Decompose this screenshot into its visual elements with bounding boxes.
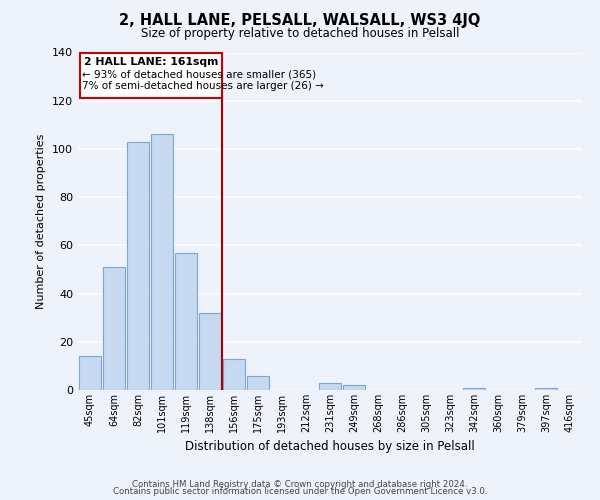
Text: Size of property relative to detached houses in Pelsall: Size of property relative to detached ho… [141, 28, 459, 40]
Bar [463, 388, 485, 390]
Bar [79, 356, 101, 390]
Bar [151, 134, 173, 390]
Bar [247, 376, 269, 390]
Text: 2, HALL LANE, PELSALL, WALSALL, WS3 4JQ: 2, HALL LANE, PELSALL, WALSALL, WS3 4JQ [119, 12, 481, 28]
Bar [319, 383, 341, 390]
Bar [535, 388, 557, 390]
Y-axis label: Number of detached properties: Number of detached properties [37, 134, 46, 309]
Text: Contains public sector information licensed under the Open Government Licence v3: Contains public sector information licen… [113, 487, 487, 496]
Text: ← 93% of detached houses are smaller (365): ← 93% of detached houses are smaller (36… [82, 70, 316, 80]
Bar [127, 142, 149, 390]
Bar [343, 385, 365, 390]
Bar [223, 358, 245, 390]
Bar [175, 252, 197, 390]
X-axis label: Distribution of detached houses by size in Pelsall: Distribution of detached houses by size … [185, 440, 475, 454]
Bar [199, 313, 221, 390]
FancyBboxPatch shape [80, 52, 223, 98]
Text: 2 HALL LANE: 161sqm: 2 HALL LANE: 161sqm [84, 58, 218, 68]
Bar [103, 267, 125, 390]
Text: Contains HM Land Registry data © Crown copyright and database right 2024.: Contains HM Land Registry data © Crown c… [132, 480, 468, 489]
Text: 7% of semi-detached houses are larger (26) →: 7% of semi-detached houses are larger (2… [82, 82, 324, 92]
